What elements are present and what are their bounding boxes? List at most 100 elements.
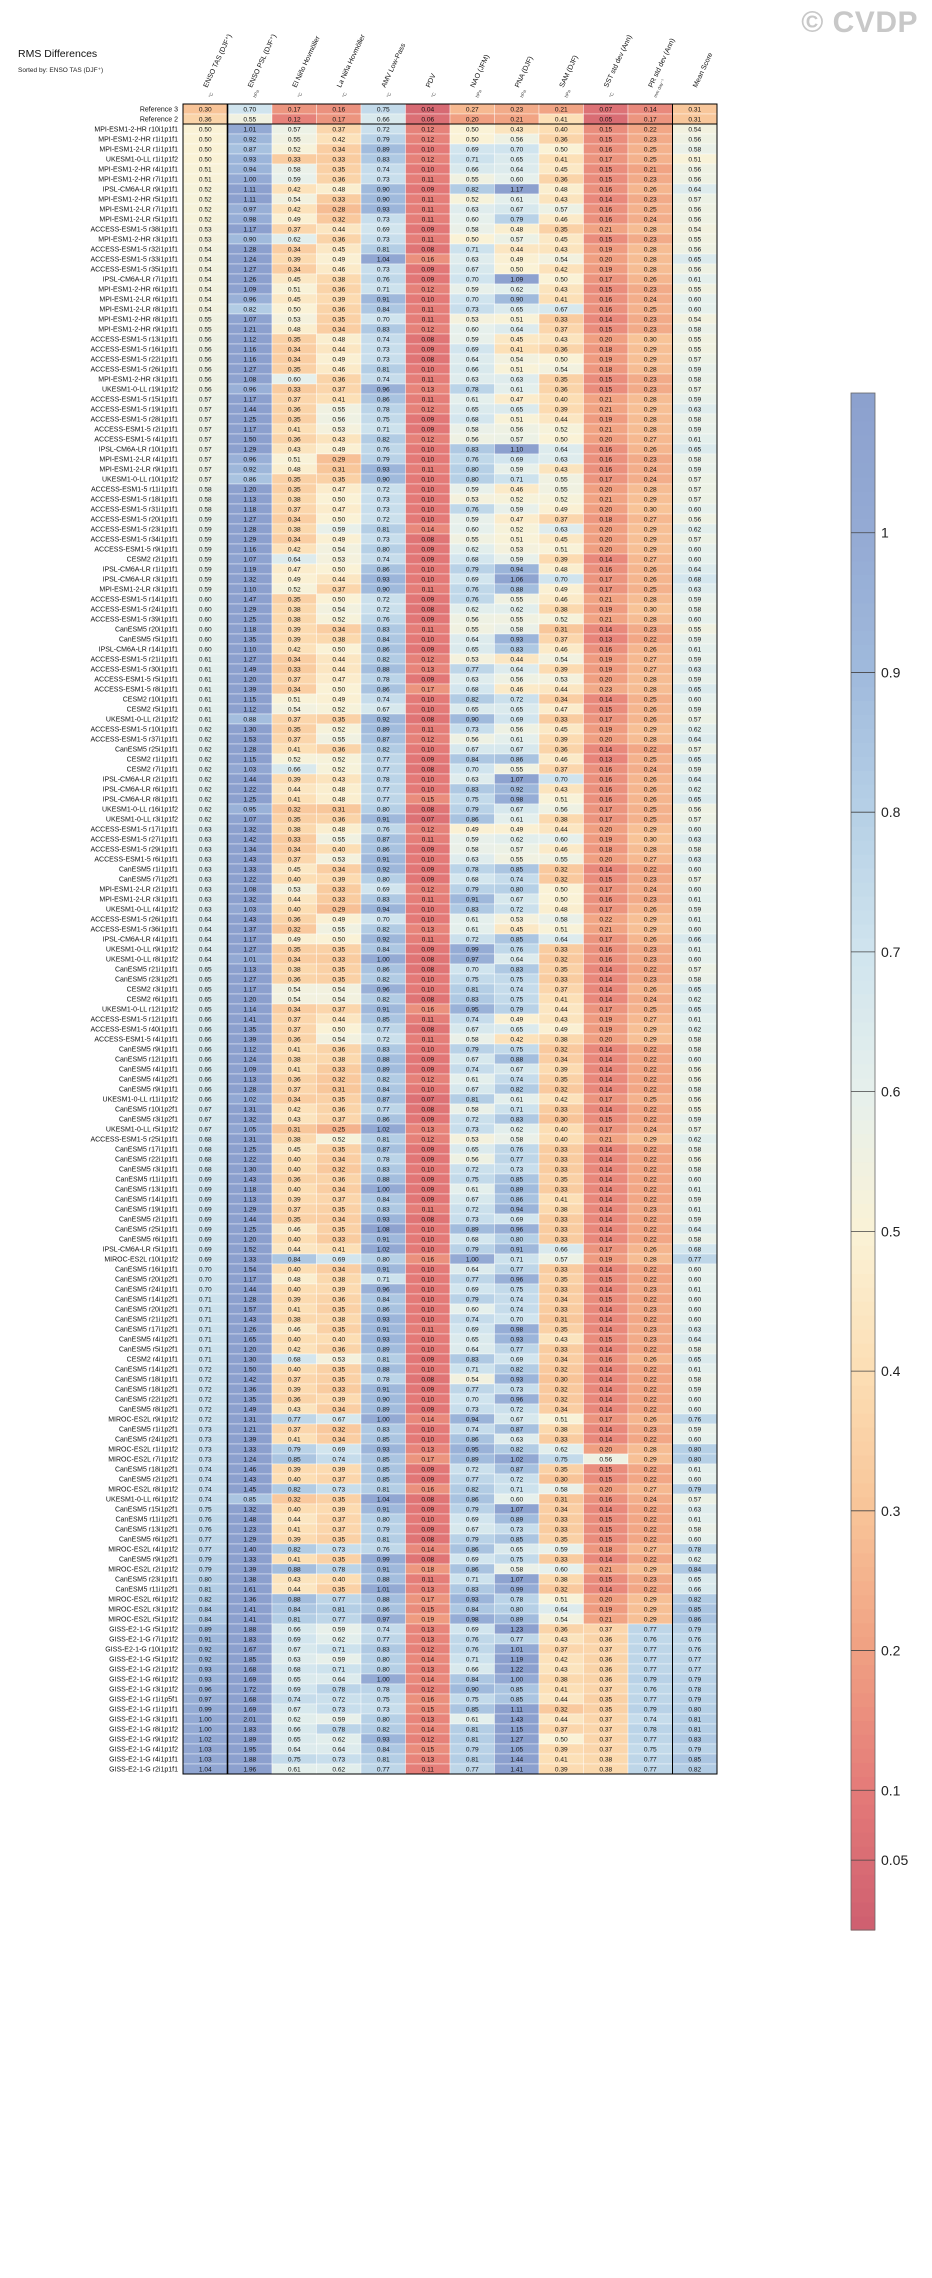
cell-value: 0.74 (199, 1487, 212, 1494)
cell-value: 0.19 (599, 667, 612, 674)
cell-value: 0.35 (288, 337, 301, 344)
cell-value: 0.54 (332, 997, 345, 1004)
cell-value: 0.82 (288, 1547, 301, 1554)
cell-value: 0.08 (421, 1557, 434, 1564)
cell-value: 0.77 (199, 1547, 212, 1554)
cell-value: 0.11 (422, 197, 435, 204)
cell-value: 0.79 (466, 1507, 479, 1514)
cell-value: 0.22 (644, 1217, 657, 1224)
cell-value: 0.57 (688, 387, 701, 394)
cell-value: 0.50 (510, 267, 523, 274)
cell-value: 1.35 (243, 1397, 256, 1404)
cell-value: 0.66 (688, 1587, 701, 1594)
cell-value: 0.88 (243, 717, 256, 724)
cell-value: 0.40 (288, 1167, 301, 1174)
cell-value: 0.59 (688, 657, 701, 664)
colorbar-segment (851, 1133, 875, 1149)
row-label: GISS-E2-1-G r7i1p1f2 (109, 1637, 178, 1644)
row-label: UKESM1-0-LL r12i1p1f2 (102, 1007, 178, 1014)
cell-value: 0.62 (688, 727, 701, 734)
cell-value: 0.59 (510, 507, 523, 514)
cell-value: 0.78 (377, 677, 390, 684)
cell-value: 0.79 (510, 217, 523, 224)
cell-value: 0.83 (377, 1427, 390, 1434)
cell-value: 0.61 (510, 737, 523, 744)
cell-value: 0.14 (599, 1377, 612, 1384)
cell-value: 0.31 (288, 1127, 301, 1134)
cell-value: 0.56 (199, 347, 212, 354)
cell-value: 0.73 (377, 267, 390, 274)
cell-value: 0.44 (510, 247, 523, 254)
cell-value: 0.49 (332, 917, 345, 924)
cell-value: 0.54 (688, 317, 701, 324)
row-label: GISS-E2-1-G r8i1p1f2 (109, 1727, 178, 1734)
cell-value: 0.58 (466, 1107, 479, 1114)
cell-value: 0.14 (599, 1187, 612, 1194)
colorbar-tick-label: 0.4 (881, 1363, 901, 1379)
cell-value: 0.54 (199, 277, 212, 284)
cell-value: 0.67 (199, 1117, 212, 1124)
cell-value: 0.57 (288, 127, 301, 134)
cell-value: 0.38 (555, 817, 568, 824)
cell-value: 0.30 (644, 507, 657, 514)
cell-value: 0.46 (510, 687, 523, 694)
cell-value: 0.14 (599, 557, 612, 564)
row-label: GISS-E2-1-G r3i1p1f1 (109, 1717, 178, 1724)
cell-value: 1.44 (510, 1757, 523, 1764)
cell-value: 0.58 (688, 327, 701, 334)
cell-value: 0.14 (599, 1057, 612, 1064)
cell-value: 0.62 (688, 997, 701, 1004)
cell-value: 0.16 (421, 1257, 434, 1264)
colorbar-segment (851, 1049, 875, 1065)
cell-value: 0.80 (510, 1237, 523, 1244)
colorbar-segment (851, 812, 875, 827)
cell-value: 0.29 (644, 1037, 657, 1044)
cell-value: 0.29 (644, 497, 657, 504)
colorbar-segment (851, 616, 875, 632)
cell-value: 0.93 (377, 577, 390, 584)
row-label: CanESM5 r4i1p2f1 (119, 1337, 178, 1344)
cell-value: 0.48 (288, 1277, 301, 1284)
cell-value: 0.63 (466, 377, 479, 384)
cell-value: 0.69 (510, 1357, 523, 1364)
cell-value: 0.19 (599, 417, 612, 424)
row-label: CanESM5 r20i1p1f1 (115, 627, 178, 634)
cell-value: 0.76 (688, 1417, 701, 1424)
row-label: MPI-ESM1-2-HR r8i1p1f1 (98, 317, 178, 324)
colorbar-tick-label: 0.1 (881, 1782, 901, 1798)
cell-value: 0.37 (555, 637, 568, 644)
cell-value: 0.93 (243, 157, 256, 164)
colorbar-segment (851, 504, 875, 520)
row-label: GISS-E2-1-G r9i1p1f2 (109, 1737, 178, 1744)
row-label: MPI-ESM1-2-LR r4i1p1f1 (99, 457, 178, 464)
row-label: MIROC-ES2L r3i1p1f2 (108, 1607, 178, 1614)
cell-value: 0.08 (421, 1027, 434, 1034)
cell-value: 0.09 (421, 647, 434, 654)
cell-value: 0.39 (288, 1467, 301, 1474)
cell-value: 0.37 (332, 387, 345, 394)
cell-value: 0.62 (199, 787, 212, 794)
cell-value: 0.12 (421, 737, 434, 744)
cell-value: 0.34 (288, 687, 301, 694)
cell-value: 0.60 (688, 927, 701, 934)
cell-value: 0.11 (422, 377, 435, 384)
cell-value: 1.00 (243, 177, 256, 184)
cell-value: 0.15 (599, 137, 612, 144)
cell-value: 0.21 (599, 617, 612, 624)
cell-value: 0.12 (421, 327, 434, 334)
cell-value: 0.63 (688, 837, 701, 844)
cell-value: 0.74 (377, 1627, 390, 1634)
cell-value: 0.71 (466, 247, 479, 254)
cell-value: 0.58 (688, 607, 701, 614)
cell-value: 1.32 (243, 1507, 256, 1514)
cell-value: 0.60 (688, 507, 701, 514)
cell-value: 0.67 (288, 1647, 301, 1654)
cell-value: 0.60 (510, 1497, 523, 1504)
cell-value: 0.61 (688, 1517, 701, 1524)
colorbar-segment (851, 1105, 875, 1121)
cell-value: 0.56 (466, 737, 479, 744)
cell-value: 0.57 (688, 477, 701, 484)
cell-value: 0.14 (599, 1307, 612, 1314)
cell-value: 0.86 (510, 1197, 523, 1204)
cell-value: 0.67 (466, 1197, 479, 1204)
